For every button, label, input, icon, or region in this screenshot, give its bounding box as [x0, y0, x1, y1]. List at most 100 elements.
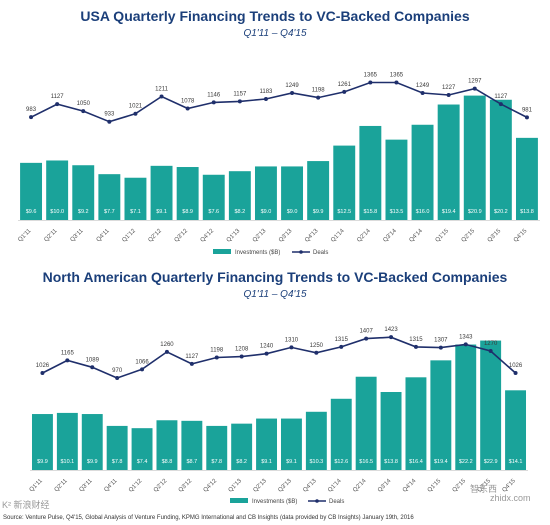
- deals-point: [263, 97, 268, 101]
- deals-point: [65, 358, 70, 363]
- deals-point: [316, 95, 321, 100]
- bar-investment: [505, 390, 527, 470]
- bar-value-label: $20.2: [494, 209, 508, 215]
- x-tick-label: Q4'15: [502, 478, 518, 494]
- bar-investment: [231, 423, 253, 470]
- x-tick-label: Q3'14: [382, 228, 398, 244]
- deals-point: [189, 361, 194, 366]
- bar-value-label: $9.1: [156, 209, 167, 215]
- chart2-plot: $9.9 Q1'11 $10.1 Q2'11 $9.9 Q3'11 $7.8 Q4'11 $7.…: [29, 327, 528, 494]
- bar-investment: [385, 139, 408, 220]
- x-tick-label: Q1'12: [121, 228, 137, 244]
- x-tick-label: Q1'14: [327, 478, 343, 494]
- deals-point: [115, 376, 120, 380]
- deals-value-label: 1146: [207, 92, 221, 98]
- deals-point: [214, 355, 219, 360]
- x-tick-label: Q4'12: [203, 478, 219, 494]
- bar-value-label: $9.1: [261, 459, 272, 465]
- x-tick-label: Q2'14: [352, 478, 368, 494]
- chart2-subtitle: Q1'11 – Q4'15: [243, 289, 307, 300]
- deals-value-label: 1249: [416, 83, 430, 89]
- bar-value-label: $9.9: [37, 459, 48, 465]
- deals-value-label: 1066: [135, 359, 149, 365]
- deals-point: [413, 344, 418, 349]
- source-note: Source: Venture Pulse, Q4'15, Global Ana…: [3, 515, 414, 521]
- bar-investment: [515, 137, 538, 220]
- bar-value-label: $12.6: [334, 459, 348, 465]
- deals-point: [513, 370, 518, 375]
- bar-value-label: $10.1: [60, 459, 74, 465]
- watermark-left: K² 新浪财经: [2, 499, 50, 510]
- x-tick-label: Q4'11: [103, 478, 119, 494]
- deals-value-label: 1227: [442, 85, 456, 91]
- deals-point: [264, 351, 269, 356]
- deals-value-label: 1240: [260, 344, 274, 350]
- bar-value-label: $8.8: [162, 459, 173, 465]
- deals-value-label: 1198: [312, 88, 326, 94]
- bar-value-label: $9.1: [286, 459, 297, 465]
- bar-investment: [150, 165, 173, 220]
- bar-value-label: $16.0: [416, 209, 430, 215]
- bar-value-label: $10.3: [309, 459, 323, 465]
- bar-investment: [81, 414, 103, 470]
- bar-value-label: $9.0: [287, 209, 298, 215]
- bar-value-label: $7.1: [130, 209, 141, 215]
- x-tick-label: Q2'15: [452, 478, 468, 494]
- deals-value-label: 1315: [409, 337, 423, 343]
- legend-deals-label: Deals: [329, 499, 344, 505]
- x-tick-label: Q4'14: [402, 478, 418, 494]
- x-tick-label: Q2'12: [148, 228, 164, 244]
- deals-value-label: 1310: [285, 337, 299, 343]
- deals-value-label: 1127: [51, 94, 65, 100]
- x-tick-label: Q4'13: [302, 478, 318, 494]
- deals-point: [40, 370, 45, 375]
- bar-value-label: $22.9: [484, 459, 498, 465]
- deals-value-label: 1343: [459, 334, 473, 340]
- bar-value-label: $7.8: [112, 459, 123, 465]
- bar-value-label: $8.9: [182, 209, 193, 215]
- bar-investment: [131, 428, 153, 470]
- deals-point: [420, 91, 425, 95]
- deals-value-label: 1260: [160, 342, 174, 348]
- chart2-legend: Investments ($B) Deals: [230, 498, 344, 505]
- bar-investment: [463, 95, 486, 220]
- x-tick-label: Q3'14: [377, 478, 393, 494]
- deals-value-label: 1089: [86, 357, 100, 363]
- bar-value-label: $9.6: [26, 209, 37, 215]
- bar-value-label: $7.6: [208, 209, 219, 215]
- deals-point: [290, 91, 295, 95]
- x-tick-label: Q2'12: [153, 478, 169, 494]
- deals-point: [368, 80, 373, 85]
- legend-investments-swatch: [213, 249, 231, 254]
- x-tick-label: Q4'14: [409, 228, 425, 244]
- deals-value-label: 1307: [434, 338, 448, 344]
- bar-investment: [355, 376, 377, 470]
- deals-point: [342, 89, 347, 94]
- deals-value-label: 981: [522, 107, 533, 113]
- deals-point: [488, 348, 493, 353]
- deals-value-label: 1297: [468, 79, 482, 85]
- bar-investment: [330, 398, 352, 470]
- bar-investment: [106, 425, 128, 470]
- legend-investments-label: Investments ($B): [235, 250, 280, 256]
- x-tick-label: Q2'13: [253, 478, 269, 494]
- deals-value-label: 1127: [494, 94, 508, 100]
- bar-value-label: $19.4: [434, 459, 448, 465]
- x-tick-label: Q1'13: [226, 228, 242, 244]
- deals-point: [314, 350, 319, 355]
- deals-value-label: 983: [26, 107, 37, 113]
- x-tick-label: Q3'11: [79, 478, 95, 494]
- deals-point: [289, 345, 294, 350]
- bar-investment: [256, 418, 278, 470]
- bar-investment: [202, 174, 225, 220]
- bar-investment: [405, 377, 427, 470]
- deals-value-label: 1026: [36, 363, 50, 369]
- deals-value-label: 1208: [235, 347, 249, 353]
- deals-value-label: 1211: [155, 86, 169, 92]
- x-tick-label: Q1'14: [330, 228, 346, 244]
- bar-value-label: $8.2: [236, 459, 247, 465]
- x-tick-label: Q1'12: [128, 478, 144, 494]
- bar-investment: [46, 160, 69, 220]
- deals-point: [339, 344, 344, 349]
- deals-value-label: 1365: [390, 72, 404, 78]
